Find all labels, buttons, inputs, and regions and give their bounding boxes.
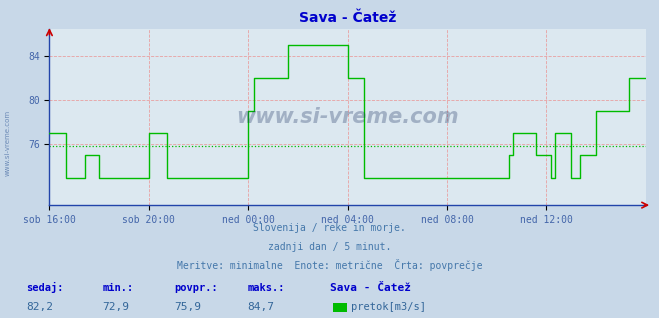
Text: Meritve: minimalne  Enote: metrične  Črta: povprečje: Meritve: minimalne Enote: metrične Črta:… [177,259,482,271]
Text: 75,9: 75,9 [175,302,202,312]
Title: Sava - Čatež: Sava - Čatež [299,11,396,25]
Text: pretok[m3/s]: pretok[m3/s] [351,302,426,312]
Text: 84,7: 84,7 [247,302,274,312]
Text: maks.:: maks.: [247,283,285,293]
Text: 82,2: 82,2 [26,302,53,312]
Text: www.si-vreme.com: www.si-vreme.com [5,110,11,176]
Text: sedaj:: sedaj: [26,282,64,293]
Text: Sava - Čatež: Sava - Čatež [330,283,411,293]
Text: www.si-vreme.com: www.si-vreme.com [237,107,459,127]
Text: povpr.:: povpr.: [175,283,218,293]
Text: Slovenija / reke in morje.: Slovenija / reke in morje. [253,223,406,232]
Text: zadnji dan / 5 minut.: zadnji dan / 5 minut. [268,242,391,252]
Text: min.:: min.: [102,283,133,293]
Text: 72,9: 72,9 [102,302,129,312]
